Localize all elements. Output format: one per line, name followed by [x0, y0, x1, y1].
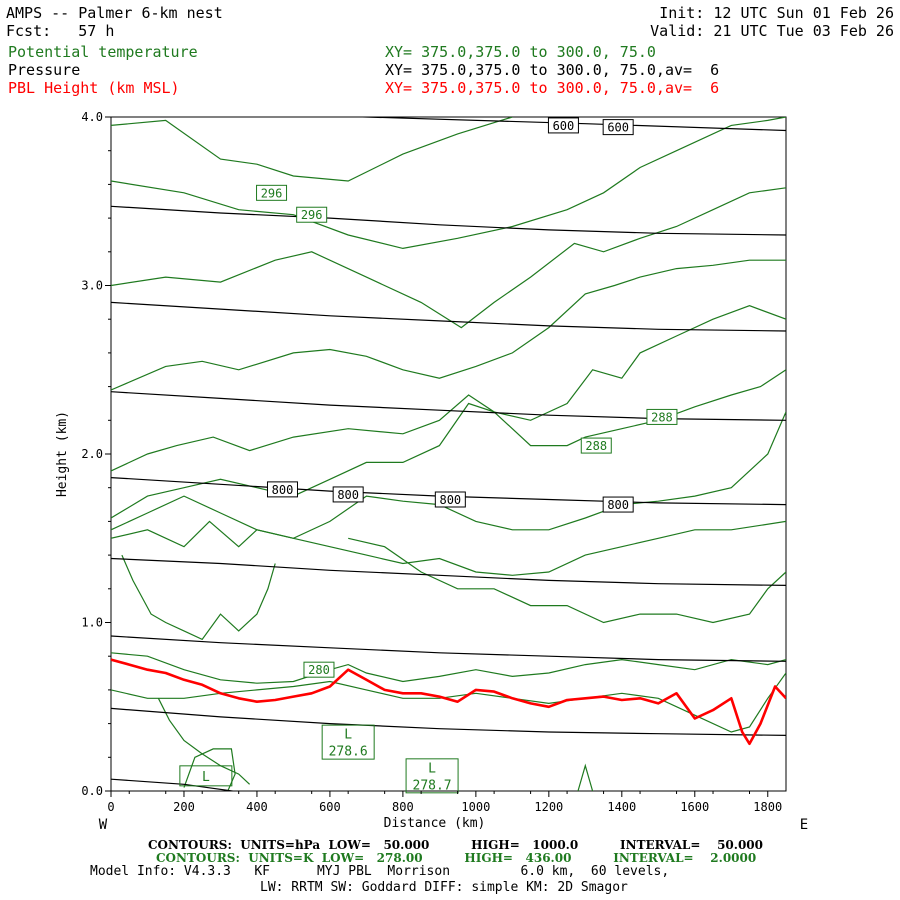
theta-contour-line [111, 672, 786, 733]
theta-contour-label-box [646, 408, 678, 425]
theta-minimum-box [321, 724, 375, 760]
pressure-contour-label-text: 800 [439, 493, 461, 507]
theta-contour-line [111, 117, 513, 182]
x-tick-label: 0 [107, 800, 114, 814]
theta-contour-line [111, 259, 786, 391]
model-info-line1: Model Info: V4.3.3 KF MYJ PBL Morrison 6… [90, 864, 670, 879]
theta-contour-label: 280 [303, 661, 335, 678]
theta-contour-line [111, 117, 786, 250]
pressure-contour-label-text: 800 [607, 498, 629, 512]
pressure-contour-line [111, 707, 786, 736]
theta-contour-label: 288 [580, 437, 612, 454]
pressure-contour-label-text: 600 [607, 121, 629, 135]
x-tick-label: 1800 [753, 800, 782, 814]
theta-contour-line [111, 369, 786, 519]
pressure-contour-line [111, 778, 237, 791]
pressure-contour-label: 800 [266, 481, 298, 498]
pressure-contour-line [111, 557, 786, 586]
theta-minimum-label: L [202, 770, 210, 785]
pressure-contour-label-box [602, 119, 634, 136]
field-theta-name: Potential temperature [8, 43, 198, 61]
contours-theta-info: CONTOURS: UNITS=K LOW= 278.00 HIGH= 436.… [156, 851, 757, 865]
x-tick-label: 1000 [461, 800, 490, 814]
pressure-contour-label: 600 [602, 119, 634, 136]
theta-contour-line [111, 305, 786, 472]
theta-contour-line [111, 520, 786, 576]
y-tick-label: 2.0 [81, 447, 103, 461]
forecast-hour: Fcst: 57 h [6, 22, 115, 40]
y-tick-label: 0.0 [81, 784, 103, 798]
theta-contour-label-text: 288 [585, 439, 607, 453]
pressure-contour-line [111, 301, 786, 332]
theta-contour-label-box [580, 437, 612, 454]
pressure-contour-label-box [602, 496, 634, 513]
y-tick-label: 1.0 [81, 616, 103, 630]
theta-contour-label: 288 [646, 408, 678, 425]
theta-minimum-label: L [428, 761, 436, 776]
model-info-line2: LW: RRTM SW: Goddard DIFF: simple KM: 2D… [260, 880, 628, 895]
pressure-contour-label: 600 [547, 117, 579, 134]
pressure-contour-label: 800 [332, 486, 364, 503]
model-title: AMPS -- Palmer 6-km nest [6, 4, 223, 22]
theta-contour-line [183, 748, 236, 791]
pressure-contour-label-box [332, 486, 364, 503]
theta-minimum-label: L [344, 728, 352, 743]
x-tick-label: 800 [392, 800, 414, 814]
theta-minimum-label: 278.7 [413, 778, 452, 793]
pressure-contour-label-text: 800 [337, 488, 359, 502]
x-tick-label: 1200 [534, 800, 563, 814]
init-time: Init: 12 UTC Sun 01 Feb 26 [659, 4, 894, 22]
pressure-contour-line [348, 117, 786, 132]
y-axis-label: Height (km) [55, 411, 70, 497]
theta-contour-label-box [303, 661, 335, 678]
valid-time: Valid: 21 UTC Tue 03 Feb 26 [650, 22, 894, 40]
pressure-contour-line [111, 391, 786, 421]
theta-contour-line [111, 411, 786, 539]
pressure-contour-label: 800 [434, 491, 466, 508]
y-tick-label: 4.0 [81, 110, 103, 124]
x-end-label-east: E [800, 817, 808, 833]
pressure-contour-line [111, 205, 786, 236]
theta-contour-line [121, 554, 276, 641]
theta-minimum-box [179, 765, 233, 787]
theta-contour-line [111, 652, 786, 684]
theta-contour-label-box [296, 206, 328, 223]
x-tick-label: 1600 [680, 800, 709, 814]
theta-contour-line [111, 187, 786, 329]
x-tick-label: 1400 [607, 800, 636, 814]
pressure-contour-label-text: 600 [553, 119, 575, 133]
theta-contour-label-text: 296 [261, 186, 283, 200]
pbl-height-line [111, 658, 786, 746]
plot-area [111, 117, 786, 791]
contours-pressure-info: CONTOURS: UNITS=hPa LOW= 50.000 HIGH= 10… [148, 838, 764, 852]
pressure-contour-label-box [434, 491, 466, 508]
field-pressure-xy: XY= 375.0,375.0 to 300.0, 75.0,av= 6 [385, 61, 720, 79]
field-pbl-name: PBL Height (km MSL) [8, 79, 180, 97]
theta-contour-label-box [256, 184, 288, 201]
x-tick-label: 200 [173, 800, 195, 814]
x-axis-label: Distance (km) [384, 816, 486, 831]
theta-minimum-box [405, 758, 459, 794]
theta-contour-line [577, 763, 594, 791]
theta-minimum-label: 278.6 [329, 745, 368, 760]
field-pbl-xy: XY= 375.0,375.0 to 300.0, 75.0,av= 6 [385, 79, 720, 97]
pressure-contour-label-box [547, 117, 579, 134]
theta-contour-label-text: 280 [308, 663, 330, 677]
theta-contour-label: 296 [256, 184, 288, 201]
field-theta-xy: XY= 375.0,375.0 to 300.0, 75.0 [385, 43, 656, 61]
pressure-contour-label-text: 800 [272, 483, 294, 497]
pressure-contour-line [111, 635, 786, 662]
field-pressure-name: Pressure [8, 61, 81, 79]
theta-contour-label: 296 [296, 206, 328, 223]
pressure-contour-label: 800 [602, 496, 634, 513]
x-tick-label: 400 [246, 800, 268, 814]
x-end-label-west: W [99, 817, 108, 833]
x-tick-label: 600 [319, 800, 341, 814]
theta-contour-label-text: 288 [651, 410, 673, 424]
y-tick-label: 3.0 [81, 279, 103, 293]
pressure-contour-label-box [266, 481, 298, 498]
theta-contour-label-text: 296 [301, 208, 323, 222]
